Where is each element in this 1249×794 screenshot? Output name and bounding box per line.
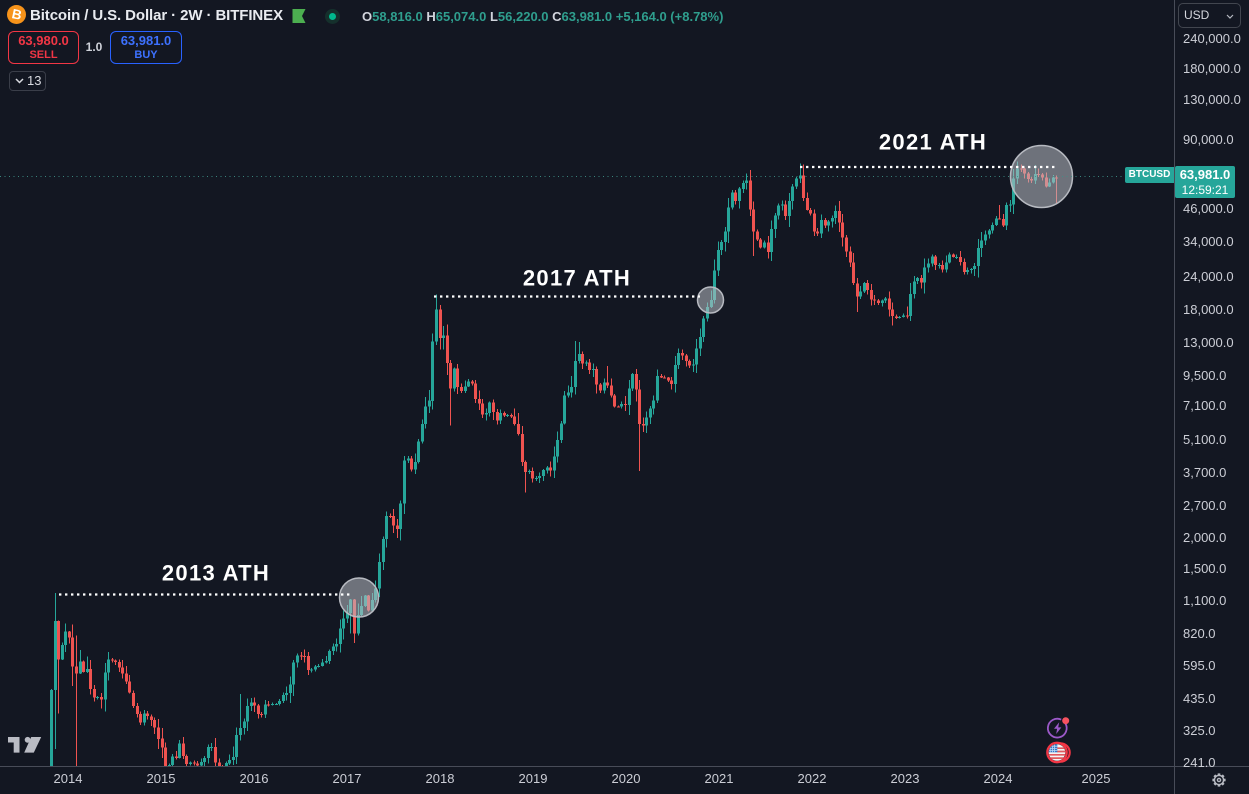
svg-text:2017 ATH: 2017 ATH (523, 266, 631, 291)
svg-text:2021 ATH: 2021 ATH (879, 130, 987, 155)
svg-text:2013 ATH: 2013 ATH (162, 561, 270, 586)
